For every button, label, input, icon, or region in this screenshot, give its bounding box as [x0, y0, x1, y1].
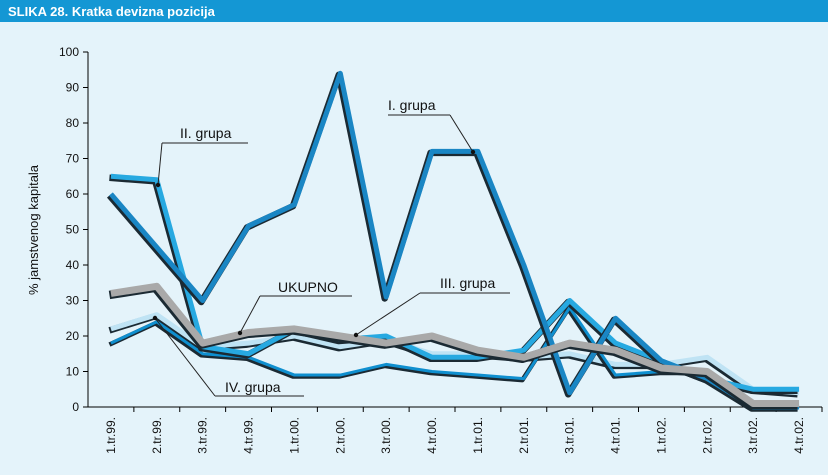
series-label: IV. grupa: [225, 379, 281, 395]
x-tick-label: 3.tr.99.: [196, 417, 210, 454]
pointer-dot: [152, 315, 158, 321]
x-tick-label: 1.tr.01.: [471, 417, 485, 454]
series-label: I. grupa: [388, 97, 436, 113]
series-label: II. grupa: [180, 125, 232, 141]
x-tick-label: 3.tr.01.: [563, 417, 577, 454]
y-tick-label: 30: [66, 294, 80, 308]
x-tick-label: 2.tr.99.: [150, 417, 164, 454]
plot: 0 10 20 30 40 50 60 70 80 90 100 1.tr.99. 2.tr.99. 3.…: [59, 45, 823, 454]
pointer-line: [154, 317, 216, 397]
y-tick-label: 60: [66, 187, 80, 201]
x-tick-label: 2.tr.00.: [333, 417, 347, 454]
y-tick-label: 50: [66, 223, 80, 237]
y-tick-label: 20: [66, 329, 80, 343]
pointer-dot: [353, 332, 359, 338]
pointer-dot: [470, 149, 476, 155]
y-tick-label: 70: [66, 152, 80, 166]
x-tick-label: 2.tr.02.: [700, 417, 714, 454]
x-tick-label: 3.tr.02.: [746, 417, 760, 454]
y-tick-label: 40: [66, 258, 80, 272]
x-tick-label: 1.tr.00.: [287, 417, 301, 454]
pointer-line: [157, 142, 163, 186]
y-tick-label: 90: [66, 81, 80, 95]
x-tick-label: 1.tr.02.: [654, 417, 668, 454]
x-tick-label: 4.tr.00.: [425, 417, 439, 454]
pointer-line: [449, 114, 474, 153]
chart-title: SLIKA 28. Kratka devizna pozicija: [8, 4, 216, 19]
pointer-line: [239, 295, 261, 334]
x-tick-label: 3.tr.00.: [379, 417, 393, 454]
y-tick-label: 100: [59, 45, 79, 59]
pointer-dot: [237, 330, 243, 336]
x-tick-label: 1.tr.99.: [104, 417, 118, 454]
series-line: [110, 282, 800, 407]
y-tick-label: 0: [72, 400, 79, 414]
series-label: III. grupa: [440, 275, 495, 291]
x-tick-label: 4.tr.99.: [242, 417, 256, 454]
x-tick-label: 2.tr.01.: [517, 417, 531, 454]
pointer-line: [355, 292, 421, 336]
y-tick-label: 10: [66, 365, 80, 379]
y-tick-label: 80: [66, 116, 80, 130]
y-axis-label: % jamstvenog kapitala: [26, 164, 41, 295]
title-bar: [0, 0, 828, 22]
pointer-dot: [155, 182, 161, 188]
x-tick-label: 4.tr.02.: [792, 417, 806, 454]
series-line: [110, 312, 800, 396]
x-tick-label: 4.tr.01.: [609, 417, 623, 454]
series-label: UKUPNO: [278, 279, 338, 295]
